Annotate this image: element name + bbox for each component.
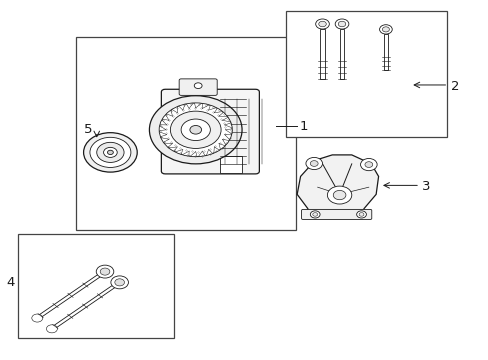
Circle shape (334, 19, 348, 29)
Circle shape (181, 119, 210, 140)
Circle shape (159, 103, 232, 157)
Bar (76, 37, 295, 230)
Bar (339, 29, 344, 79)
Circle shape (338, 21, 345, 27)
Circle shape (360, 158, 376, 171)
FancyBboxPatch shape (179, 79, 217, 95)
Circle shape (382, 27, 388, 32)
Circle shape (100, 268, 110, 275)
Circle shape (103, 147, 117, 157)
Polygon shape (36, 271, 106, 319)
Circle shape (46, 325, 57, 333)
Text: 2: 2 (450, 80, 459, 93)
Circle shape (315, 19, 329, 29)
Circle shape (305, 157, 322, 170)
FancyBboxPatch shape (161, 89, 259, 174)
Bar (18, 234, 173, 338)
Circle shape (379, 25, 391, 34)
Circle shape (312, 213, 317, 216)
Circle shape (90, 137, 131, 167)
Circle shape (96, 265, 114, 278)
Circle shape (194, 83, 202, 89)
Circle shape (310, 161, 318, 166)
Circle shape (358, 213, 363, 216)
Text: 5: 5 (83, 123, 92, 136)
Bar (383, 34, 387, 70)
Bar (285, 12, 446, 137)
Circle shape (318, 21, 325, 27)
Circle shape (107, 150, 113, 154)
Circle shape (111, 276, 128, 289)
Circle shape (364, 162, 372, 167)
Circle shape (170, 111, 221, 148)
Circle shape (189, 126, 201, 134)
Polygon shape (297, 155, 378, 214)
Circle shape (115, 279, 124, 286)
Circle shape (149, 96, 242, 164)
Text: 1: 1 (299, 121, 307, 134)
Circle shape (332, 190, 345, 200)
Circle shape (356, 211, 366, 218)
Circle shape (32, 314, 42, 322)
Circle shape (97, 142, 124, 162)
FancyBboxPatch shape (301, 210, 371, 220)
Text: 3: 3 (422, 180, 430, 193)
Circle shape (327, 186, 351, 204)
Polygon shape (50, 281, 121, 330)
Circle shape (310, 211, 320, 218)
Circle shape (83, 133, 137, 172)
Text: 4: 4 (6, 276, 15, 289)
Bar (320, 29, 324, 79)
Bar (220, 156, 242, 173)
